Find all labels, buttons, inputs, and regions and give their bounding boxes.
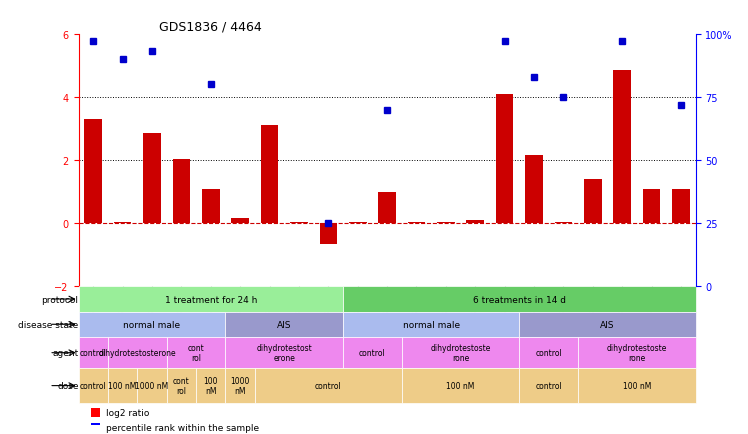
FancyBboxPatch shape <box>108 368 138 403</box>
Text: 100 nM: 100 nM <box>447 381 475 390</box>
Text: AIS: AIS <box>277 320 292 329</box>
FancyBboxPatch shape <box>519 337 578 368</box>
FancyBboxPatch shape <box>167 337 225 368</box>
FancyBboxPatch shape <box>79 312 225 337</box>
Text: control: control <box>80 349 107 357</box>
FancyBboxPatch shape <box>343 337 402 368</box>
Text: log2 ratio: log2 ratio <box>106 408 150 418</box>
Bar <box>202 189 220 224</box>
Bar <box>114 222 132 224</box>
Bar <box>143 134 161 224</box>
FancyBboxPatch shape <box>79 337 108 368</box>
Bar <box>91 423 100 432</box>
Text: dihydrotestoste
rone: dihydrotestoste rone <box>607 343 667 362</box>
Bar <box>231 219 249 224</box>
Text: 1000 nM: 1000 nM <box>135 381 168 390</box>
Bar <box>91 408 100 418</box>
Bar <box>349 222 367 224</box>
Text: control: control <box>359 349 386 357</box>
FancyBboxPatch shape <box>196 368 225 403</box>
Text: control: control <box>536 349 562 357</box>
FancyBboxPatch shape <box>343 287 696 312</box>
Text: dose: dose <box>57 381 79 390</box>
Text: AIS: AIS <box>600 320 615 329</box>
Bar <box>173 159 190 224</box>
FancyBboxPatch shape <box>578 368 696 403</box>
FancyBboxPatch shape <box>167 368 196 403</box>
FancyBboxPatch shape <box>225 312 343 337</box>
Bar <box>319 224 337 244</box>
Bar <box>643 189 660 224</box>
Text: dihydrotestosterone: dihydrotestosterone <box>99 349 176 357</box>
Text: agent: agent <box>52 349 79 357</box>
Text: 1000
nM: 1000 nM <box>230 376 250 395</box>
Text: control: control <box>536 381 562 390</box>
Bar <box>496 95 513 224</box>
Text: control: control <box>80 381 107 390</box>
FancyBboxPatch shape <box>108 337 167 368</box>
Bar <box>85 120 102 224</box>
Text: 100 nM: 100 nM <box>108 381 137 390</box>
Text: disease state: disease state <box>18 320 79 329</box>
Text: dihydrotestoste
rone: dihydrotestoste rone <box>430 343 491 362</box>
Bar <box>525 156 543 224</box>
Text: normal male: normal male <box>123 320 180 329</box>
Bar <box>378 192 396 224</box>
FancyBboxPatch shape <box>225 368 255 403</box>
FancyBboxPatch shape <box>578 337 696 368</box>
Bar <box>408 222 426 224</box>
FancyBboxPatch shape <box>138 368 167 403</box>
Text: 100 nM: 100 nM <box>622 381 651 390</box>
FancyBboxPatch shape <box>79 368 108 403</box>
Bar <box>261 126 278 224</box>
FancyBboxPatch shape <box>343 312 519 337</box>
Bar <box>613 71 631 224</box>
Text: protocol: protocol <box>42 295 79 304</box>
FancyBboxPatch shape <box>79 287 343 312</box>
Bar <box>672 189 690 224</box>
Bar <box>584 180 601 224</box>
FancyBboxPatch shape <box>519 368 578 403</box>
FancyBboxPatch shape <box>519 312 696 337</box>
Text: 1 treatment for 24 h: 1 treatment for 24 h <box>165 295 257 304</box>
Bar <box>437 222 455 224</box>
Text: control: control <box>315 381 342 390</box>
Text: cont
rol: cont rol <box>188 343 204 362</box>
Text: normal male: normal male <box>402 320 460 329</box>
FancyBboxPatch shape <box>225 337 343 368</box>
FancyBboxPatch shape <box>402 337 519 368</box>
Text: cont
rol: cont rol <box>173 376 190 395</box>
Text: percentile rank within the sample: percentile rank within the sample <box>106 423 260 432</box>
FancyBboxPatch shape <box>402 368 519 403</box>
Bar <box>290 222 307 224</box>
Bar <box>554 222 572 224</box>
Text: dihydrotestost
erone: dihydrotestost erone <box>257 343 312 362</box>
Text: 6 treatments in 14 d: 6 treatments in 14 d <box>473 295 565 304</box>
Bar <box>467 220 484 224</box>
Text: 100
nM: 100 nM <box>203 376 218 395</box>
Text: GDS1836 / 4464: GDS1836 / 4464 <box>159 20 262 33</box>
FancyBboxPatch shape <box>255 368 402 403</box>
